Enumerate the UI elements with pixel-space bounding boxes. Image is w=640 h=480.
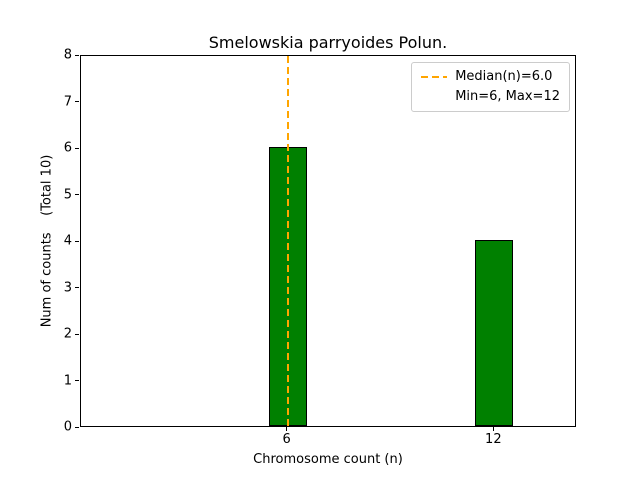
- x-tick-label: 12: [485, 432, 502, 447]
- legend-item-minmax: Min=6, Max=12: [421, 89, 560, 105]
- y-tick-mark: [75, 101, 79, 102]
- legend-item-median: Median(n)=6.0: [421, 69, 560, 85]
- y-tick-label: 5: [63, 187, 72, 202]
- x-tick-mark: [286, 427, 288, 431]
- y-tick-mark: [75, 426, 79, 428]
- y-tick-label: 4: [63, 233, 72, 249]
- chart-title: Smelowskia parryoides Polun.: [208, 33, 448, 52]
- y-axis-label: Num of counts (Total 10): [39, 154, 55, 328]
- y-tick-mark: [75, 333, 79, 335]
- x-tick-label: 6: [282, 432, 291, 447]
- y-tick-mark: [75, 240, 79, 242]
- median-line: [286, 56, 289, 428]
- x-axis-label: Chromosome count (n): [253, 452, 403, 467]
- x-tick-mark: [492, 427, 494, 431]
- y-tick-mark: [75, 194, 79, 195]
- dashed-line-icon: [421, 76, 448, 78]
- legend-label-median: Median(n)=6.0: [455, 69, 553, 84]
- bar-n12: [475, 240, 514, 426]
- y-tick-mark: [75, 54, 79, 56]
- y-tick-mark: [75, 380, 79, 381]
- y-tick-label: 6: [63, 140, 72, 156]
- legend-label-minmax: Min=6, Max=12: [455, 89, 560, 104]
- y-tick-label: 2: [63, 326, 72, 342]
- y-tick-label: 1: [63, 373, 72, 388]
- y-tick-label: 7: [63, 94, 72, 109]
- y-tick-label: 8: [63, 47, 72, 63]
- y-tick-mark: [75, 147, 79, 149]
- y-tick-label: 3: [63, 280, 72, 295]
- y-tick-label: 0: [63, 419, 72, 435]
- plot-area: [80, 55, 576, 428]
- legend: Median(n)=6.0 Min=6, Max=12: [411, 62, 570, 112]
- y-tick-mark: [75, 287, 79, 288]
